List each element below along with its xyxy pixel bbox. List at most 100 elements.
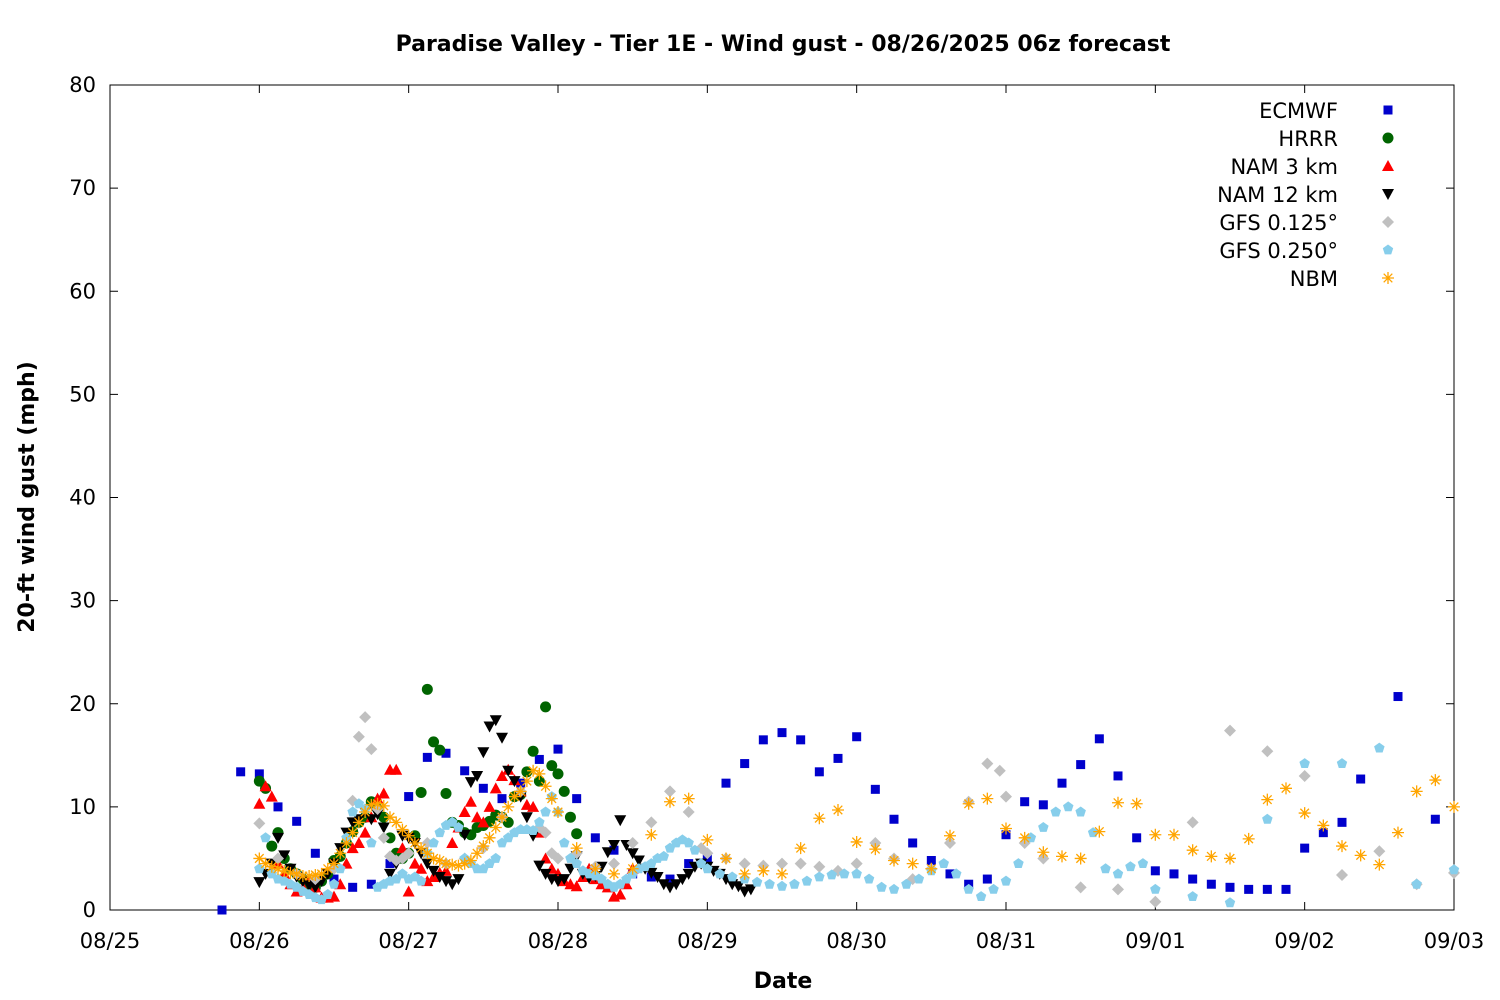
data-point xyxy=(433,872,446,883)
data-point xyxy=(1149,895,1162,908)
data-point xyxy=(253,775,265,787)
y-axis: 0 10 20 30 40 50 60 70 80 xyxy=(69,73,1454,922)
data-point xyxy=(1130,797,1143,810)
data-point xyxy=(471,847,484,860)
data-point xyxy=(1356,774,1366,784)
data-point xyxy=(415,875,427,886)
data-point xyxy=(1336,840,1348,853)
data-point xyxy=(1132,833,1142,843)
data-point xyxy=(428,736,440,748)
data-point xyxy=(1393,692,1403,702)
data-point xyxy=(483,721,496,733)
data-point xyxy=(738,867,751,880)
data-point xyxy=(1074,881,1087,894)
data-point xyxy=(1000,875,1012,886)
data-point xyxy=(572,794,582,804)
data-point xyxy=(1094,734,1104,744)
data-point xyxy=(720,852,732,865)
data-point xyxy=(508,776,521,788)
data-point xyxy=(645,828,658,841)
data-point xyxy=(533,860,546,872)
data-point xyxy=(497,794,507,804)
data-point xyxy=(564,811,576,823)
series-0 xyxy=(217,692,1440,915)
data-point xyxy=(738,857,751,870)
legend-label: HRRR xyxy=(1278,127,1338,151)
data-point xyxy=(464,777,477,789)
data-point xyxy=(558,874,571,886)
data-point xyxy=(253,852,266,865)
data-point xyxy=(1150,883,1161,894)
data-point xyxy=(925,862,938,875)
data-point xyxy=(421,847,434,860)
x-tick-label: 08/25 xyxy=(80,929,141,953)
data-point xyxy=(489,715,502,727)
data-point xyxy=(502,800,515,813)
data-point xyxy=(254,863,265,874)
data-point xyxy=(1187,891,1198,901)
data-point xyxy=(1150,866,1160,876)
data-point xyxy=(483,800,496,812)
legend-label: GFS 0.250° xyxy=(1219,239,1338,263)
y-tick-label: 50 xyxy=(69,382,96,406)
data-point xyxy=(1038,800,1048,810)
data-point xyxy=(546,760,558,772)
data-point xyxy=(427,865,440,877)
data-point xyxy=(483,831,496,844)
data-point xyxy=(1112,868,1124,879)
data-point xyxy=(284,866,297,879)
data-point xyxy=(296,869,309,882)
data-point xyxy=(352,836,365,848)
data-point xyxy=(1074,852,1087,865)
data-point xyxy=(721,778,731,788)
data-point xyxy=(863,873,875,884)
data-point xyxy=(993,764,1006,777)
data-point xyxy=(908,838,918,848)
data-point xyxy=(981,757,994,770)
data-point xyxy=(527,764,540,777)
data-point xyxy=(446,836,459,848)
data-point xyxy=(701,847,714,860)
data-point xyxy=(253,797,266,809)
data-series xyxy=(217,683,1460,915)
data-point xyxy=(1244,884,1254,894)
data-point xyxy=(377,831,390,844)
data-point xyxy=(1298,769,1311,782)
legend-label: NBM xyxy=(1290,267,1338,291)
data-point xyxy=(458,829,471,841)
data-point xyxy=(433,854,446,867)
data-point xyxy=(365,814,378,826)
data-point xyxy=(347,806,358,817)
data-point xyxy=(794,842,807,855)
data-point xyxy=(664,882,676,894)
data-point xyxy=(402,829,415,842)
data-point xyxy=(458,806,471,818)
data-point xyxy=(1336,758,1348,768)
data-point xyxy=(471,770,484,782)
data-point xyxy=(415,786,427,798)
legend-label: NAM 12 km xyxy=(1217,183,1338,207)
data-point xyxy=(552,768,564,780)
data-point xyxy=(888,854,900,867)
data-point xyxy=(1076,760,1086,770)
data-point xyxy=(614,815,627,827)
data-point xyxy=(533,775,545,787)
data-point xyxy=(1280,782,1292,795)
data-point xyxy=(1336,868,1348,881)
data-point xyxy=(571,858,582,868)
data-point xyxy=(384,811,396,824)
data-point xyxy=(1137,858,1149,868)
data-point xyxy=(478,783,488,793)
data-point xyxy=(626,836,639,849)
data-point xyxy=(1411,878,1422,889)
data-point xyxy=(553,744,563,754)
legend-label: NAM 3 km xyxy=(1230,155,1338,179)
legend-marker xyxy=(1382,272,1394,284)
data-point xyxy=(334,847,347,860)
data-point xyxy=(1113,771,1123,781)
data-point xyxy=(527,825,539,835)
data-point xyxy=(776,880,788,891)
data-point xyxy=(340,836,353,849)
data-point xyxy=(415,842,428,855)
